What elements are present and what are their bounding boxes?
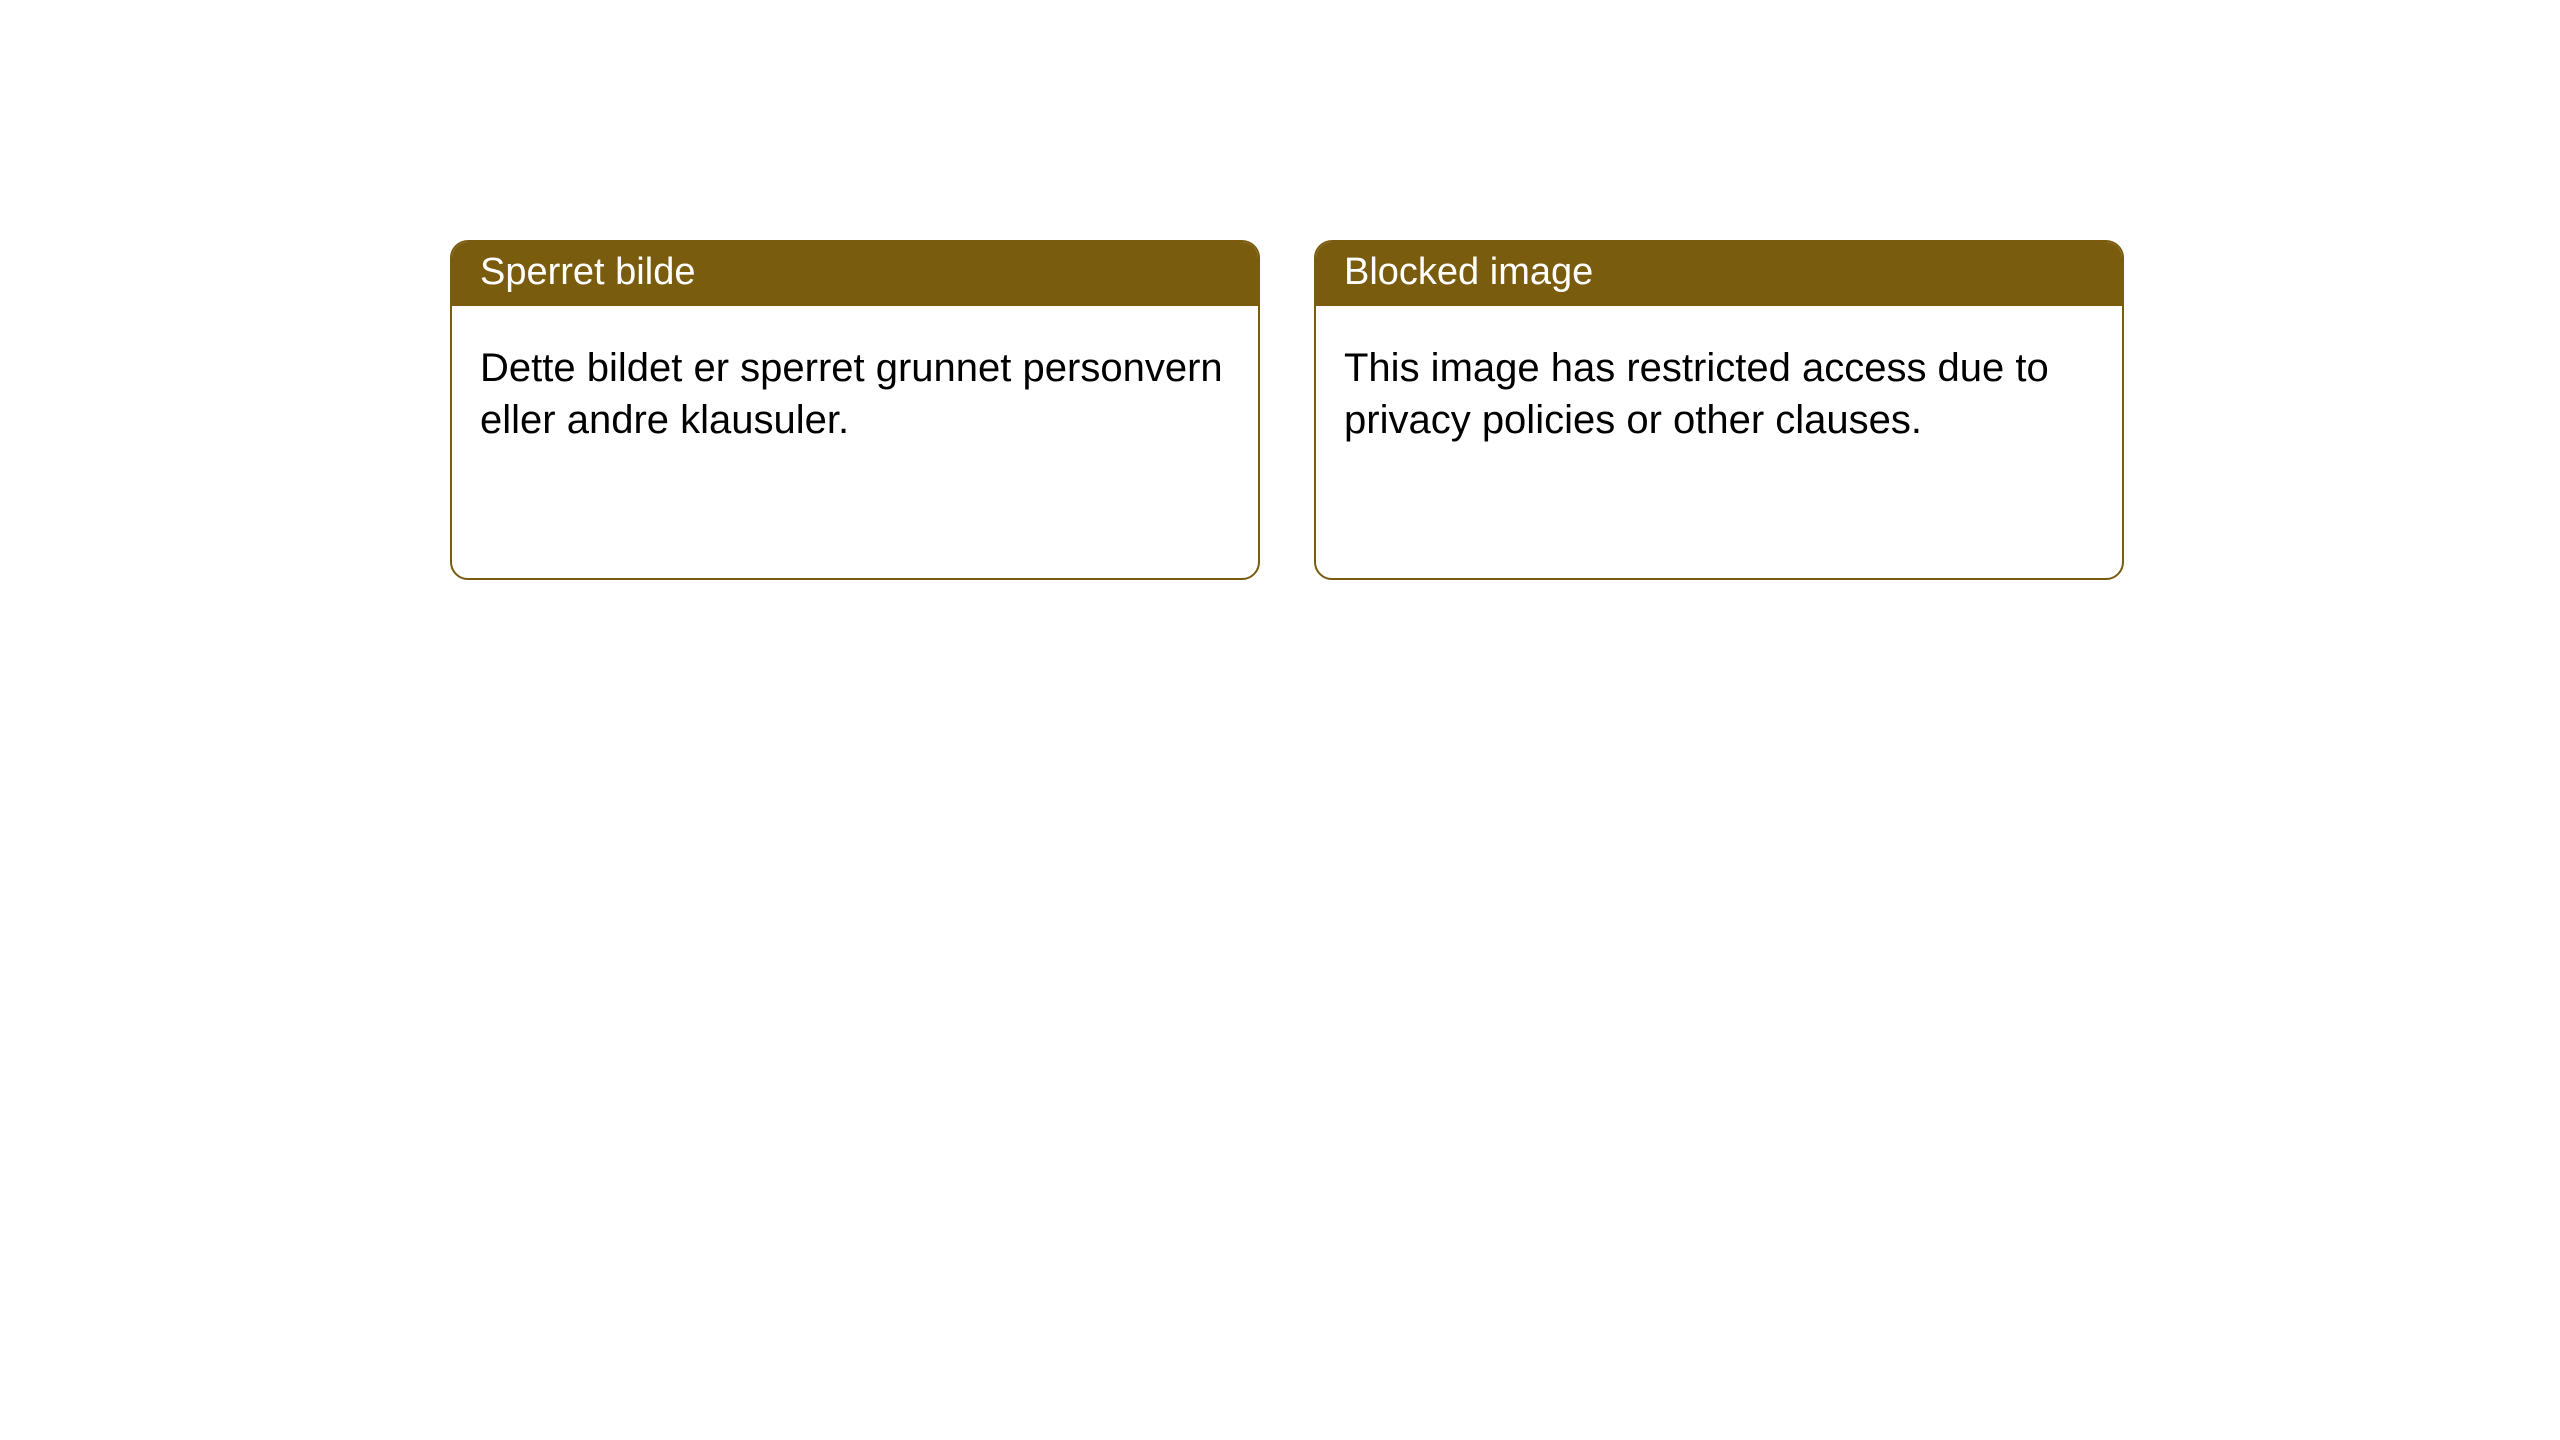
blocked-image-card-en: Blocked image This image has restricted …	[1314, 240, 2124, 580]
card-title-no: Sperret bilde	[480, 251, 695, 293]
card-header-no: Sperret bilde	[452, 242, 1258, 306]
card-body-no: Dette bildet er sperret grunnet personve…	[452, 306, 1258, 476]
notice-container: Sperret bilde Dette bildet er sperret gr…	[0, 0, 2560, 580]
card-message-en: This image has restricted access due to …	[1344, 346, 2049, 443]
card-message-no: Dette bildet er sperret grunnet personve…	[480, 346, 1223, 443]
card-title-en: Blocked image	[1344, 251, 1593, 293]
card-header-en: Blocked image	[1316, 242, 2122, 306]
card-body-en: This image has restricted access due to …	[1316, 306, 2122, 476]
blocked-image-card-no: Sperret bilde Dette bildet er sperret gr…	[450, 240, 1260, 580]
